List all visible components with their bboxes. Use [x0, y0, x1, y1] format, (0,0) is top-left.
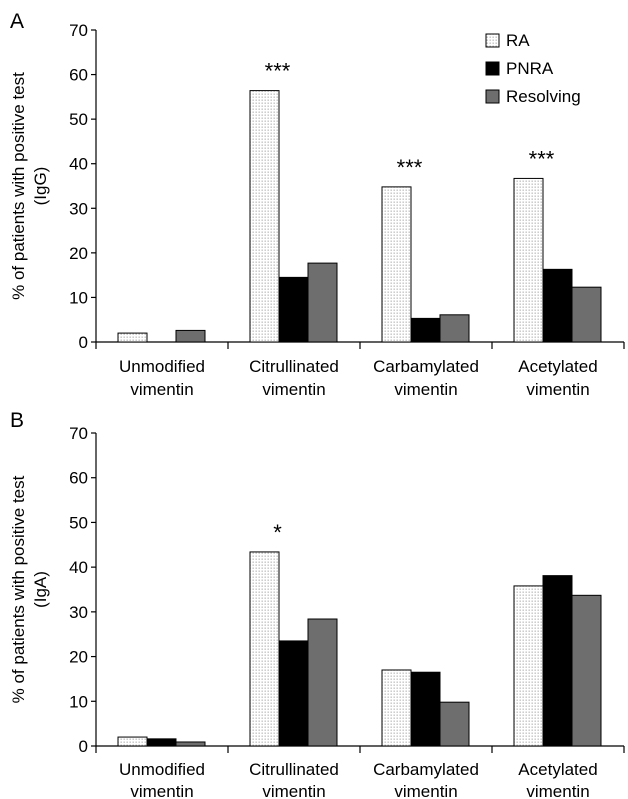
bar-resolving	[307, 262, 338, 343]
y-tick-label: 10	[69, 692, 88, 711]
y-tick-label: 60	[69, 469, 88, 488]
bar-resolving	[571, 286, 602, 343]
legend-swatch-ra	[485, 33, 500, 48]
category-label: Unmodified	[119, 357, 205, 376]
y-tick-label: 70	[69, 424, 88, 443]
bar-pnra	[410, 671, 441, 747]
y-tick-label: 20	[69, 244, 88, 263]
category-label: vimentin	[130, 380, 193, 399]
category-label: vimentin	[262, 380, 325, 399]
panel-label: B	[10, 409, 24, 432]
category-label: Carbamylated	[373, 760, 479, 779]
y-tick-label: 40	[69, 558, 88, 577]
y-tick-label: 20	[69, 648, 88, 667]
y-tick-label: 30	[69, 199, 88, 218]
bar-resolving	[175, 741, 206, 747]
category-label: vimentin	[262, 782, 325, 799]
y-axis-title: % of patients with positive test	[9, 475, 28, 703]
panel-a: A % of patients with positive test (IgG) 0 1…	[9, 10, 625, 399]
y-tick-label: 50	[69, 110, 88, 129]
legend-swatch-pnra	[485, 61, 500, 76]
y-tick-label: 10	[69, 288, 88, 307]
bar-pnra	[278, 276, 309, 343]
legend-label-pnra: PNRA	[506, 59, 554, 78]
legend-label-resolving: Resolving	[506, 87, 581, 106]
y-tick-label: 0	[79, 333, 88, 352]
category-label: vimentin	[394, 380, 457, 399]
bar-ra	[117, 736, 148, 747]
y-axis-title: (IgA)	[31, 571, 50, 608]
category-label: vimentin	[526, 380, 589, 399]
significance-marker: ***	[265, 59, 291, 84]
bar-ra	[117, 332, 148, 343]
category-label: Citrullinated	[249, 760, 339, 779]
significance-marker: ***	[529, 146, 555, 171]
y-tick-label: 40	[69, 155, 88, 174]
y-axis-title: (IgG)	[31, 167, 50, 206]
significance-marker: *	[273, 520, 282, 545]
bar-ra	[513, 177, 544, 343]
bar-resolving	[307, 618, 338, 747]
category-label: Unmodified	[119, 760, 205, 779]
bar-ra	[381, 669, 412, 747]
y-axis-title: % of patients with positive test	[9, 72, 28, 300]
bar-ra	[513, 585, 544, 747]
bar-pnra	[146, 738, 177, 747]
y-tick-label: 60	[69, 66, 88, 85]
category-label: vimentin	[394, 782, 457, 799]
y-tick-label: 50	[69, 513, 88, 532]
bar-pnra	[410, 317, 441, 343]
bar-pnra	[542, 268, 573, 343]
bar-resolving	[175, 329, 206, 343]
y-tick-label: 0	[79, 737, 88, 756]
bar-resolving	[571, 594, 602, 747]
panel-b: B % of patients with positive test (IgA) 0 1…	[9, 409, 625, 799]
legend-label-ra: RA	[506, 31, 530, 50]
bar-ra	[249, 551, 280, 747]
bar-resolving	[439, 701, 470, 747]
category-label: Acetylated	[518, 357, 597, 376]
significance-marker: ***	[397, 155, 423, 180]
bar-pnra	[542, 575, 573, 747]
bar-ra	[249, 90, 280, 343]
y-tick-label: 30	[69, 603, 88, 622]
legend-swatch-resolving	[485, 89, 500, 104]
panel-label: A	[10, 10, 24, 33]
bar-resolving	[439, 314, 470, 343]
y-tick-label: 70	[69, 21, 88, 40]
category-label: vimentin	[130, 782, 193, 799]
bar-ra	[381, 186, 412, 343]
category-label: Citrullinated	[249, 357, 339, 376]
category-label: Carbamylated	[373, 357, 479, 376]
category-label: Acetylated	[518, 760, 597, 779]
bar-pnra	[278, 640, 309, 747]
category-label: vimentin	[526, 782, 589, 799]
